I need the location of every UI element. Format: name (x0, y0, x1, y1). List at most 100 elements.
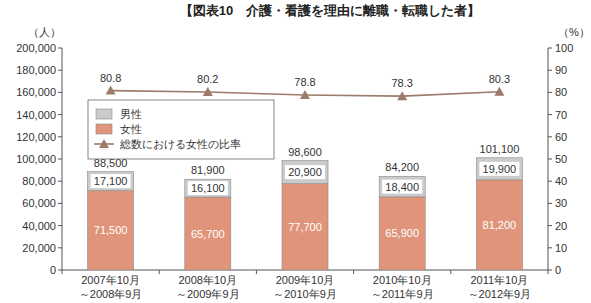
y2-tick-label: 40 (555, 175, 567, 187)
y2-tick (548, 70, 552, 71)
marker (106, 86, 116, 95)
bar (185, 197, 231, 270)
data-label: 20,900 (288, 166, 322, 178)
plot-area (88, 86, 523, 270)
marker (203, 87, 213, 96)
data-label: 81,200 (483, 219, 517, 231)
data-label: 65,900 (385, 227, 419, 239)
y-tick-label: 100,000 (16, 153, 56, 165)
total-label: 98,600 (288, 146, 322, 158)
marker (397, 91, 407, 100)
x-tick (62, 270, 63, 274)
data-label: 80.8 (100, 72, 121, 84)
bar (282, 184, 328, 270)
legend-swatch (96, 109, 112, 119)
y2-tick (548, 92, 552, 93)
data-label: 80.3 (489, 73, 510, 85)
y2-tick-label: 80 (555, 86, 567, 98)
bar (282, 161, 328, 184)
x-tick-label: 2009年10月 ～2010年9月 (273, 274, 337, 300)
y-tick-label: 20,000 (22, 242, 56, 254)
y2-tick-label: 100 (555, 42, 573, 54)
y-tick-label: 60,000 (22, 197, 56, 209)
y2-tick-label: 50 (555, 153, 567, 165)
y2-tick (548, 181, 552, 182)
y-tick (58, 48, 62, 49)
data-label-bg (188, 181, 228, 195)
y-tick (58, 70, 62, 71)
y2-tick (548, 48, 552, 49)
legend-label: 男性 (120, 108, 142, 120)
y2-tick-label: 60 (555, 131, 567, 143)
y2-tick-label: 0 (555, 264, 561, 276)
data-label: 17,100 (94, 175, 128, 187)
data-label: 19,900 (483, 163, 517, 175)
y2-tick (548, 247, 552, 248)
data-label-bg (285, 165, 325, 179)
bar (88, 172, 134, 191)
title: 【図表10 介護・看護を理由に離職・転職した者】 (180, 3, 480, 18)
y-tick (58, 114, 62, 115)
bar (379, 197, 425, 270)
y2-tick-label: 30 (555, 197, 567, 209)
data-label: 78.8 (294, 76, 315, 88)
total-label: 81,900 (191, 164, 225, 176)
y2-tick-label: 20 (555, 220, 567, 232)
x-tick (159, 270, 160, 274)
x-tick (256, 270, 257, 274)
total-label: 84,200 (385, 161, 419, 173)
marker (300, 90, 310, 99)
x-tick-label-line: 2008年10月 (178, 274, 237, 286)
y-tick-label: 180,000 (16, 64, 56, 76)
y-tick (58, 181, 62, 182)
x-tick-label: 2008年10月 ～2009年9月 (176, 274, 240, 300)
x-tick-label-line: 2007年10月 (81, 274, 140, 286)
data-label-bg (91, 174, 131, 188)
y-tick-label: 80,000 (22, 175, 56, 187)
y-tick (58, 203, 62, 204)
y-tick (58, 247, 62, 248)
y-tick-label: 120,000 (16, 131, 56, 143)
x-tick-label-line: 2009年10月 (276, 274, 335, 286)
data-label: 65,700 (191, 228, 225, 240)
x-tick-label: 2007年10月 ～2008年9月 (79, 274, 143, 300)
y-axis-label: （人） (28, 26, 61, 38)
y2-tick-label: 10 (555, 242, 567, 254)
y2-tick (548, 270, 552, 271)
total-label: 101,100 (480, 143, 520, 155)
marker (494, 87, 504, 96)
legend-box (88, 100, 274, 159)
x-tick-label-line: ～2012年9月 (468, 288, 532, 300)
bar (185, 179, 231, 197)
x-tick-label-line: ～2010年9月 (273, 288, 337, 300)
x-tick-label: 2010年10月～2011年9月 (371, 274, 434, 300)
x-tick (353, 270, 354, 274)
y-tick-label: 0 (50, 264, 56, 276)
chart: 【図表10 介護・看護を理由に離職・転職した者】（人）（%）020,00040,… (0, 0, 591, 303)
data-label: 77,700 (288, 221, 322, 233)
x-tick-label-line: ～2009年9月 (176, 288, 240, 300)
x-tick-label: 2011年10月～2012年9月 (468, 274, 532, 300)
legend-label: 女性 (120, 123, 142, 135)
data-label: 78.3 (391, 77, 412, 89)
y-tick-label: 200,000 (16, 42, 56, 54)
legend-marker (99, 139, 109, 148)
bar (88, 191, 134, 270)
y-tick-label: 160,000 (16, 86, 56, 98)
y2-tick (548, 225, 552, 226)
y-tick-label: 40,000 (22, 220, 56, 232)
y2-tick (548, 136, 552, 137)
legend-swatch (96, 124, 112, 134)
bar (476, 158, 522, 180)
y-tick (58, 136, 62, 137)
data-label-bg (479, 162, 519, 176)
y-tick (58, 270, 62, 271)
y2-tick-label: 90 (555, 64, 567, 76)
data-label: 80.2 (197, 73, 218, 85)
y-tick (58, 159, 62, 160)
x-tick-label-line: ～2008年9月 (79, 288, 143, 300)
y-tick (58, 225, 62, 226)
y-tick (58, 92, 62, 93)
data-label-bg (382, 180, 422, 194)
y2-tick (548, 159, 552, 160)
